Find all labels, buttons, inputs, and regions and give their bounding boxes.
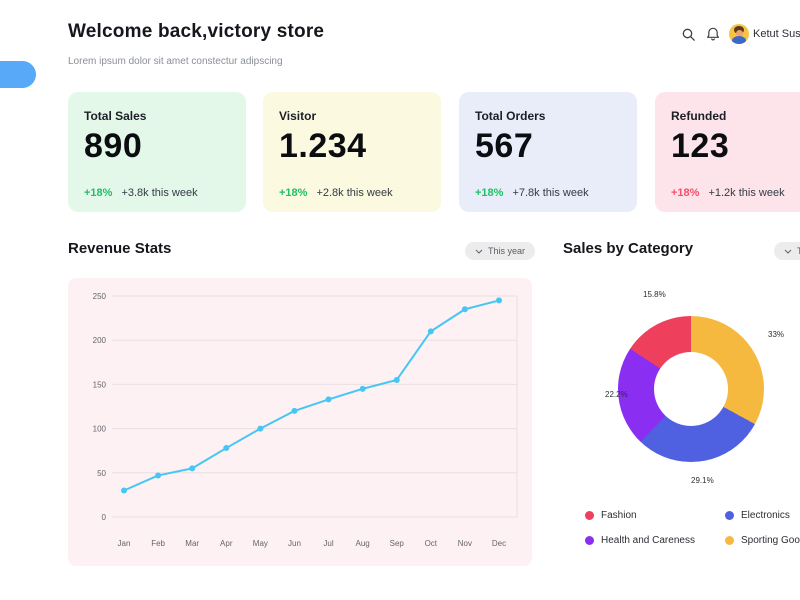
revenue-filter-dropdown[interactable]: This year [465, 242, 536, 260]
revenue-filter-label: This year [488, 246, 526, 256]
pie-label-fashion: 15.8% [643, 290, 666, 299]
page-title: Welcome back,victory store [68, 21, 325, 42]
svg-text:100: 100 [93, 425, 107, 434]
svg-text:Apr: Apr [220, 539, 233, 548]
legend-item-fashion: Fashion [585, 510, 725, 521]
category-legend: Fashion Electronics Health and Careness … [585, 510, 800, 546]
svg-text:200: 200 [93, 336, 107, 345]
revenue-chart-panel: 0 50 100 150 200 250 Jan Feb Mar Apr May Jun Jul Aug S… [68, 278, 532, 566]
card-title: Refunded [671, 109, 727, 123]
card-note: +1.2k this week [708, 187, 785, 199]
page-subtitle: Lorem ipsum dolor sit amet constectur ad… [68, 56, 283, 67]
category-donut-chart: 15.8% 33% 29.1% 22.2% [563, 278, 800, 503]
card-delta: +18% [475, 187, 504, 199]
category-filter-label: This year [797, 246, 800, 256]
svg-text:250: 250 [93, 292, 107, 301]
card-title: Total Sales [84, 109, 147, 123]
legend-label: Electronics [741, 510, 790, 521]
notification-bell-icon[interactable] [705, 26, 721, 42]
pie-label-health: 22.2% [605, 390, 628, 399]
svg-text:Mar: Mar [185, 539, 199, 548]
svg-text:Jul: Jul [323, 539, 333, 548]
card-delta: +18% [279, 187, 308, 199]
svg-text:50: 50 [97, 469, 106, 478]
card-note: +3.8k this week [121, 187, 198, 199]
user-name[interactable]: Ketut Sus [753, 28, 800, 40]
svg-text:0: 0 [102, 513, 107, 522]
sidebar-toggle-tab[interactable] [0, 61, 36, 88]
legend-dot [585, 536, 594, 545]
donut-hole [654, 352, 728, 426]
stat-card-visitor: Visitor 1.234 +18% +2.8k this week [263, 92, 441, 212]
svg-text:Jun: Jun [288, 539, 301, 548]
svg-text:Jan: Jan [118, 539, 131, 548]
legend-dot [725, 536, 734, 545]
pie-label-sporting: 33% [768, 330, 785, 339]
svg-text:150: 150 [93, 380, 107, 389]
svg-text:Oct: Oct [425, 539, 438, 548]
legend-dot [725, 511, 734, 520]
card-note: +7.8k this week [512, 187, 589, 199]
svg-text:Dec: Dec [492, 539, 506, 548]
pie-label-electronics: 29.1% [691, 476, 714, 485]
stat-card-total-sales: Total Sales 890 +18% +3.8k this week [68, 92, 246, 212]
stat-card-total-orders: Total Orders 567 +18% +7.8k this week [459, 92, 637, 212]
card-delta: +18% [84, 187, 113, 199]
card-value: 890 [84, 127, 143, 165]
card-title: Visitor [279, 109, 317, 123]
avatar-face [735, 29, 743, 37]
legend-item-sporting: Sporting Goods [725, 535, 800, 546]
card-delta: +18% [671, 187, 700, 199]
legend-label: Health and Careness [601, 535, 695, 546]
card-title: Total Orders [475, 109, 546, 123]
donut-ring [618, 316, 764, 462]
card-value: 1.234 [279, 127, 367, 165]
legend-label: Fashion [601, 510, 637, 521]
revenue-line-chart: 0 50 100 150 200 250 Jan Feb Mar Apr May Jun Jul Aug S… [93, 292, 518, 548]
revenue-stats-title: Revenue Stats [68, 240, 172, 257]
svg-text:Aug: Aug [356, 539, 370, 548]
stat-card-refunded: Refunded 123 +18% +1.2k this week [655, 92, 800, 212]
legend-label: Sporting Goods [741, 535, 800, 546]
svg-text:Feb: Feb [151, 539, 165, 548]
sales-by-category-title: Sales by Category [563, 240, 694, 257]
svg-text:Nov: Nov [458, 539, 472, 548]
user-avatar[interactable] [729, 24, 749, 44]
card-note: +2.8k this week [316, 187, 393, 199]
search-icon[interactable] [681, 27, 697, 43]
legend-item-electronics: Electronics [725, 510, 800, 521]
chevron-down-icon [475, 249, 483, 254]
legend-dot [585, 511, 594, 520]
avatar-body [732, 36, 746, 44]
svg-text:Sep: Sep [390, 539, 405, 548]
legend-item-health: Health and Careness [585, 535, 725, 546]
card-value: 567 [475, 127, 534, 165]
chevron-down-icon [784, 249, 792, 254]
category-filter-dropdown[interactable]: This year [774, 242, 800, 260]
card-value: 123 [671, 127, 730, 165]
svg-text:May: May [253, 539, 268, 548]
